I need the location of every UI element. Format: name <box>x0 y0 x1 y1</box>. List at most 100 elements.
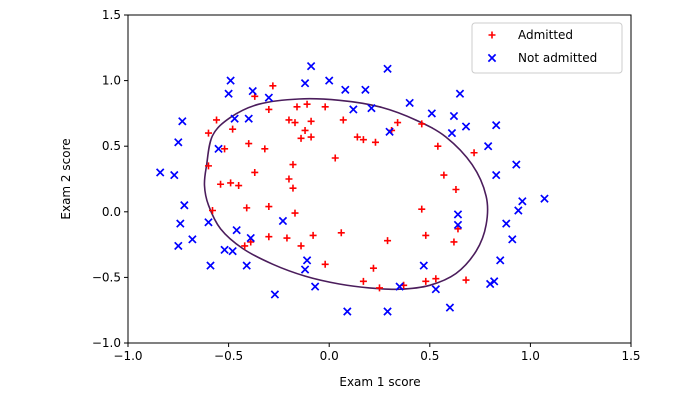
admitted-point <box>359 277 367 285</box>
not-admitted-point <box>419 261 428 270</box>
admitted-point <box>452 185 460 193</box>
legend-label-not-admitted: Not admitted <box>518 51 597 65</box>
not-admitted-point <box>491 170 501 180</box>
y-tick-label: −1.0 <box>92 336 121 350</box>
not-admitted-point <box>174 241 183 251</box>
admitted-point <box>285 116 293 124</box>
admitted-point <box>384 237 392 245</box>
admitted-point <box>470 149 478 157</box>
not-admitted-point <box>306 61 316 71</box>
admitted-point <box>321 260 329 268</box>
y-tick-label: 0.0 <box>102 205 121 219</box>
not-admitted-point <box>230 114 239 123</box>
admitted-point <box>229 125 237 133</box>
admitted-point <box>307 117 315 125</box>
not-admitted-point <box>385 127 394 136</box>
not-admitted-point <box>489 277 499 286</box>
x-axis: −1.0 −0.5 0.0 0.5 1.0 1.5 <box>113 343 641 363</box>
not-admitted-point <box>310 282 320 291</box>
not-admitted-point <box>395 282 404 291</box>
not-admitted-point <box>180 201 189 210</box>
legend-box <box>471 22 623 74</box>
not-admitted-point <box>341 85 350 94</box>
not-admitted-point <box>324 76 334 85</box>
admitted-point <box>209 206 217 214</box>
admitted-point <box>369 264 377 272</box>
not-admitted-point <box>512 160 521 169</box>
admitted-point <box>394 119 402 127</box>
admitted-point <box>418 205 426 213</box>
not-admitted-point <box>496 256 505 265</box>
admitted-point <box>297 242 305 250</box>
admitted-point <box>422 231 430 239</box>
not-admitted-point <box>483 141 493 151</box>
admitted-point <box>309 231 317 239</box>
admitted-point <box>353 133 361 141</box>
admitted-point <box>243 204 251 212</box>
not-admitted-point <box>248 86 257 96</box>
y-tick-label: −0.5 <box>92 270 121 284</box>
not-admitted-point <box>447 128 457 138</box>
admitted-point <box>245 140 253 148</box>
not-admitted-point <box>178 117 187 126</box>
admitted-point <box>217 180 225 188</box>
decision-boundary-curve <box>203 97 489 291</box>
admitted-point <box>221 145 229 153</box>
admitted-point <box>434 142 442 150</box>
admitted-point <box>265 203 273 211</box>
legend-plus-marker <box>488 31 496 39</box>
admitted-point <box>321 103 329 111</box>
not-admitted-point <box>491 121 501 130</box>
y-axis-label: Exam 2 score <box>59 138 73 219</box>
not-admitted-point <box>302 256 312 265</box>
y-tick-label: 1.5 <box>102 8 121 22</box>
admitted-point <box>247 238 255 246</box>
not-admitted-point <box>349 105 358 114</box>
admitted-point <box>359 136 367 144</box>
admitted-point <box>454 225 462 233</box>
admitted-point <box>235 182 243 190</box>
not-admitted-point <box>224 89 233 98</box>
not-admitted-point <box>155 168 165 177</box>
admitted-point <box>422 277 430 285</box>
admitted-point <box>418 120 426 128</box>
not-admitted-point <box>174 138 183 147</box>
admitted-point <box>265 105 273 113</box>
legend-label-admitted: Admitted <box>518 28 573 42</box>
admitted-point <box>307 133 315 141</box>
admitted-point <box>204 162 212 170</box>
not-admitted-point <box>226 76 235 85</box>
not-admitted-point <box>431 285 441 294</box>
y-axis: −1.0 −0.5 0.0 0.5 1.0 1.5 <box>92 8 128 350</box>
admitted-point <box>376 284 383 292</box>
decision-boundary-layer <box>203 97 489 291</box>
legend-marker-not-admitted <box>487 53 497 63</box>
not-admitted-point <box>518 197 527 206</box>
not-admitted-point <box>300 79 310 88</box>
not-admitted-point <box>427 109 437 118</box>
not-admitted-point <box>228 246 237 256</box>
not-admitted-point <box>455 89 465 98</box>
admitted-point <box>301 126 309 134</box>
not-admitted-point <box>176 219 185 228</box>
admitted-point <box>331 154 339 162</box>
admitted-point <box>432 275 440 283</box>
admitted-point <box>265 233 273 241</box>
admitted-point <box>251 168 259 176</box>
not-admitted-point <box>445 303 455 312</box>
x-tick-label: 1.0 <box>521 349 540 363</box>
admitted-point <box>371 138 379 146</box>
admitted-point <box>227 179 235 187</box>
not-admitted-point <box>232 225 241 235</box>
not-admitted-point <box>343 307 352 316</box>
not-admitted-point <box>405 98 414 108</box>
admitted-point <box>339 116 347 124</box>
admitted-point <box>213 116 221 124</box>
admitted-point <box>283 234 291 242</box>
y-tick-label: 1.0 <box>102 74 121 88</box>
admitted-point <box>293 103 301 111</box>
not-admitted-point <box>206 261 215 270</box>
points-layer <box>155 61 549 316</box>
x-tick-label: −1.0 <box>113 349 142 363</box>
